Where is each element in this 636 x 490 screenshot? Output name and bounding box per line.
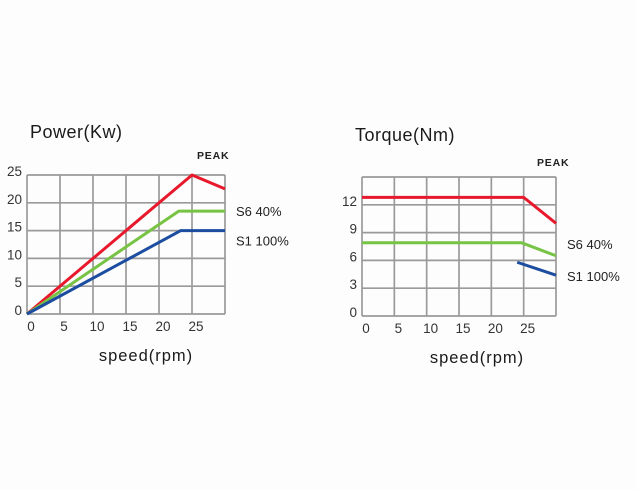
torque-x-axis-label: speed(rpm): [429, 349, 525, 367]
x-tick-label: 15: [122, 319, 137, 334]
x-tick-label: 10: [89, 319, 104, 334]
y-tick-label: 3: [349, 277, 357, 292]
y-tick-label: 15: [7, 220, 22, 235]
y-tick-label: 25: [7, 164, 22, 179]
series-line-peak: [26, 173, 226, 316]
power-x-axis-label: speed(rpm): [98, 347, 194, 365]
series-line-s1-100-: [516, 260, 557, 277]
x-tick-label: 20: [155, 319, 170, 334]
y-tick-label: 10: [7, 247, 22, 262]
x-tick-label: 10: [423, 321, 438, 336]
x-tick-label: 5: [60, 319, 68, 334]
y-tick-label: 20: [7, 192, 22, 207]
legend-label-s6-40-: S6 40%: [567, 237, 613, 252]
series-line-s6-40-: [26, 209, 225, 316]
y-tick-label: 12: [342, 194, 357, 209]
x-tick-label: 20: [488, 321, 503, 336]
x-tick-label: 25: [520, 321, 535, 336]
torque-chart-title: Torque(Nm): [355, 125, 456, 145]
y-tick-label: 5: [14, 275, 22, 290]
power-chart-title: Power(Kw): [30, 122, 123, 142]
series-line-s6-40-: [362, 241, 557, 258]
torque-plot-area: 0 5 10 15 20 25 0 3 6 9 12 S6 40% S1 100%: [342, 176, 620, 336]
y-tick-label: 9: [349, 222, 357, 237]
x-tick-label: 0: [362, 321, 370, 336]
y-tick-label: 6: [349, 249, 357, 264]
power-plot-area: 0 5 10 15 20 25 0 5 10 15 20 25 S6 40% S1 100%: [7, 164, 289, 334]
y-tick-label: 0: [349, 305, 357, 320]
torque-peak-label: PEAK: [537, 157, 570, 169]
power-peak-label: PEAK: [197, 150, 230, 162]
x-tick-label: 5: [395, 321, 403, 336]
series-line-peak: [362, 195, 557, 225]
legend-label-s1-100-: S1 100%: [567, 269, 620, 284]
x-tick-label: 0: [27, 319, 35, 334]
series-line-s1-100-: [26, 229, 225, 316]
x-tick-label: 25: [188, 319, 203, 334]
y-tick-label: 0: [14, 303, 22, 318]
legend-label-s1-100-: S1 100%: [236, 234, 289, 249]
x-tick-label: 15: [455, 321, 470, 336]
legend-label-s6-40-: S6 40%: [236, 204, 282, 219]
